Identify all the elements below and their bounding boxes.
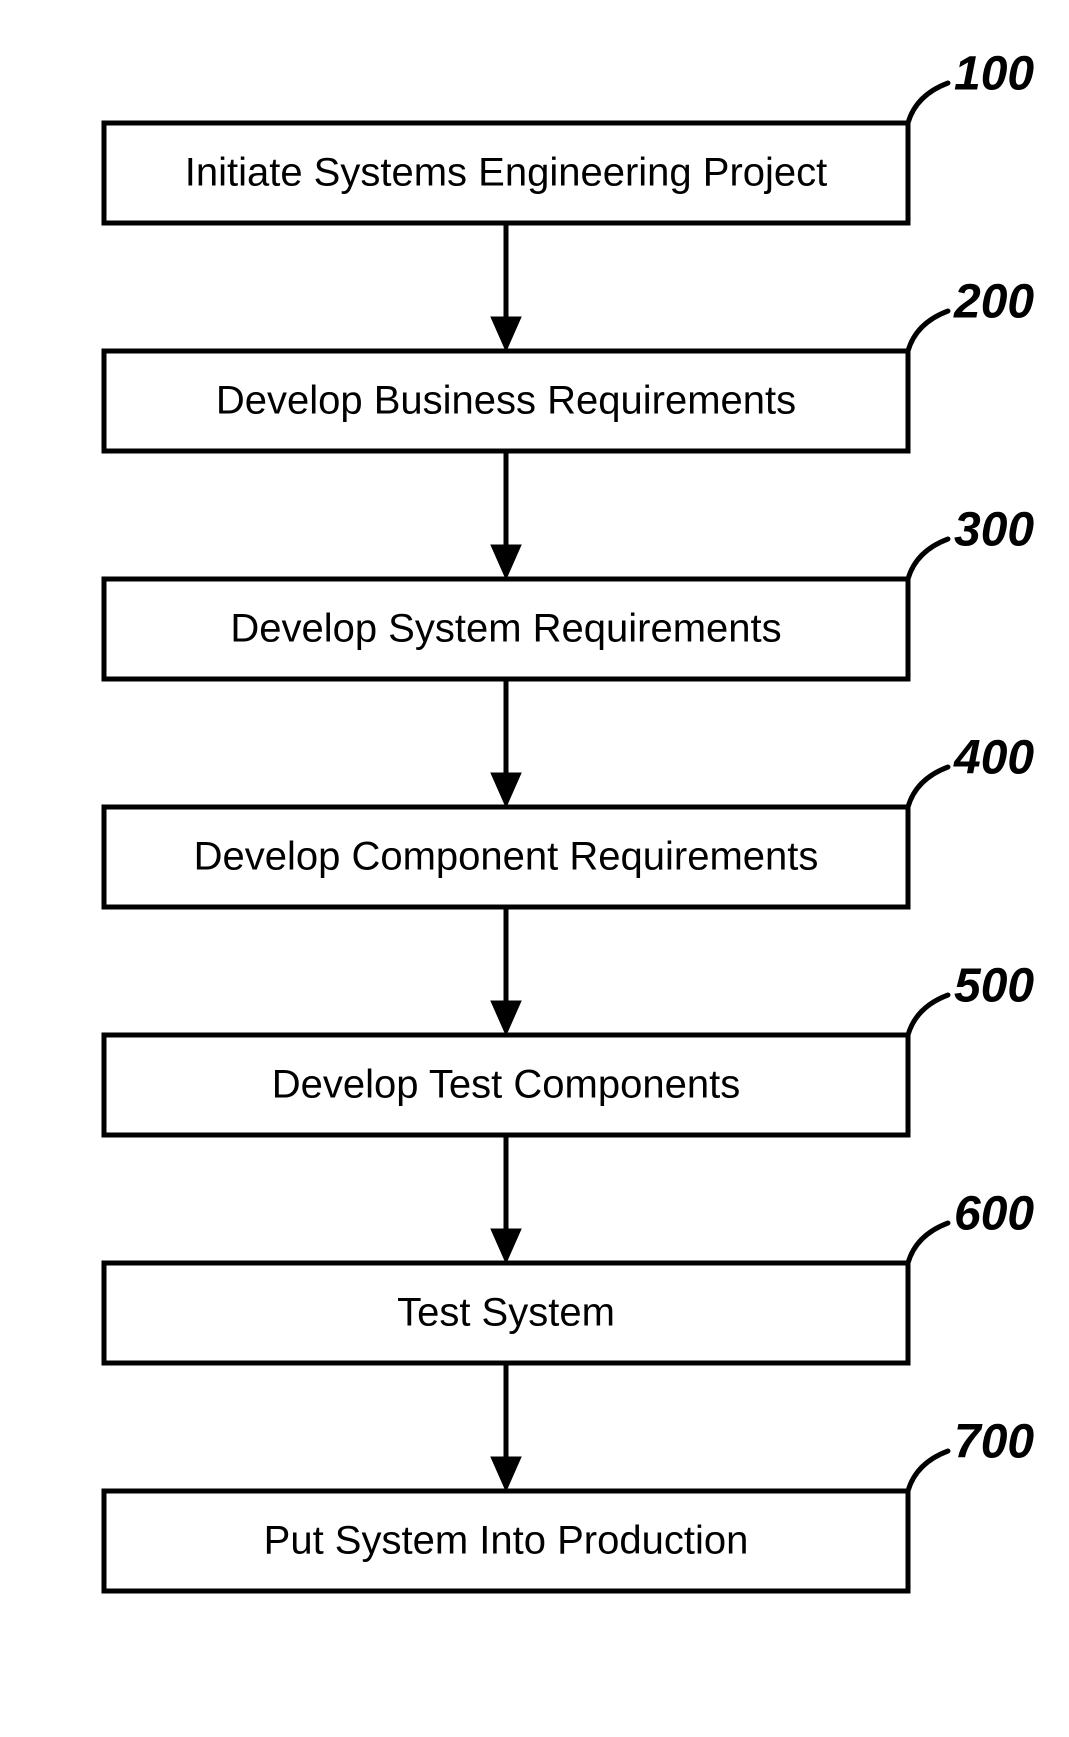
flowchart-node-ref: 200 [953,276,1034,329]
flowchart-node-label: Develop System Requirements [230,607,781,651]
flowchart-node-label: Develop Component Requirements [194,835,819,879]
flowchart-node-ref: 700 [954,1416,1034,1469]
flowchart-node-ref: 500 [954,960,1034,1013]
flowchart-node-label: Test System [397,1291,615,1335]
flowchart-node-ref: 100 [954,48,1034,101]
flowchart-node-label: Develop Business Requirements [216,379,796,423]
flowchart-node-label: Develop Test Components [272,1063,740,1107]
flowchart-node-label: Initiate Systems Engineering Project [185,151,828,195]
flowchart-node-ref: 400 [953,732,1034,785]
flowchart-node-ref: 300 [954,504,1034,557]
flowchart-node-label: Put System Into Production [264,1519,749,1563]
flowchart-node-ref: 600 [954,1188,1034,1241]
